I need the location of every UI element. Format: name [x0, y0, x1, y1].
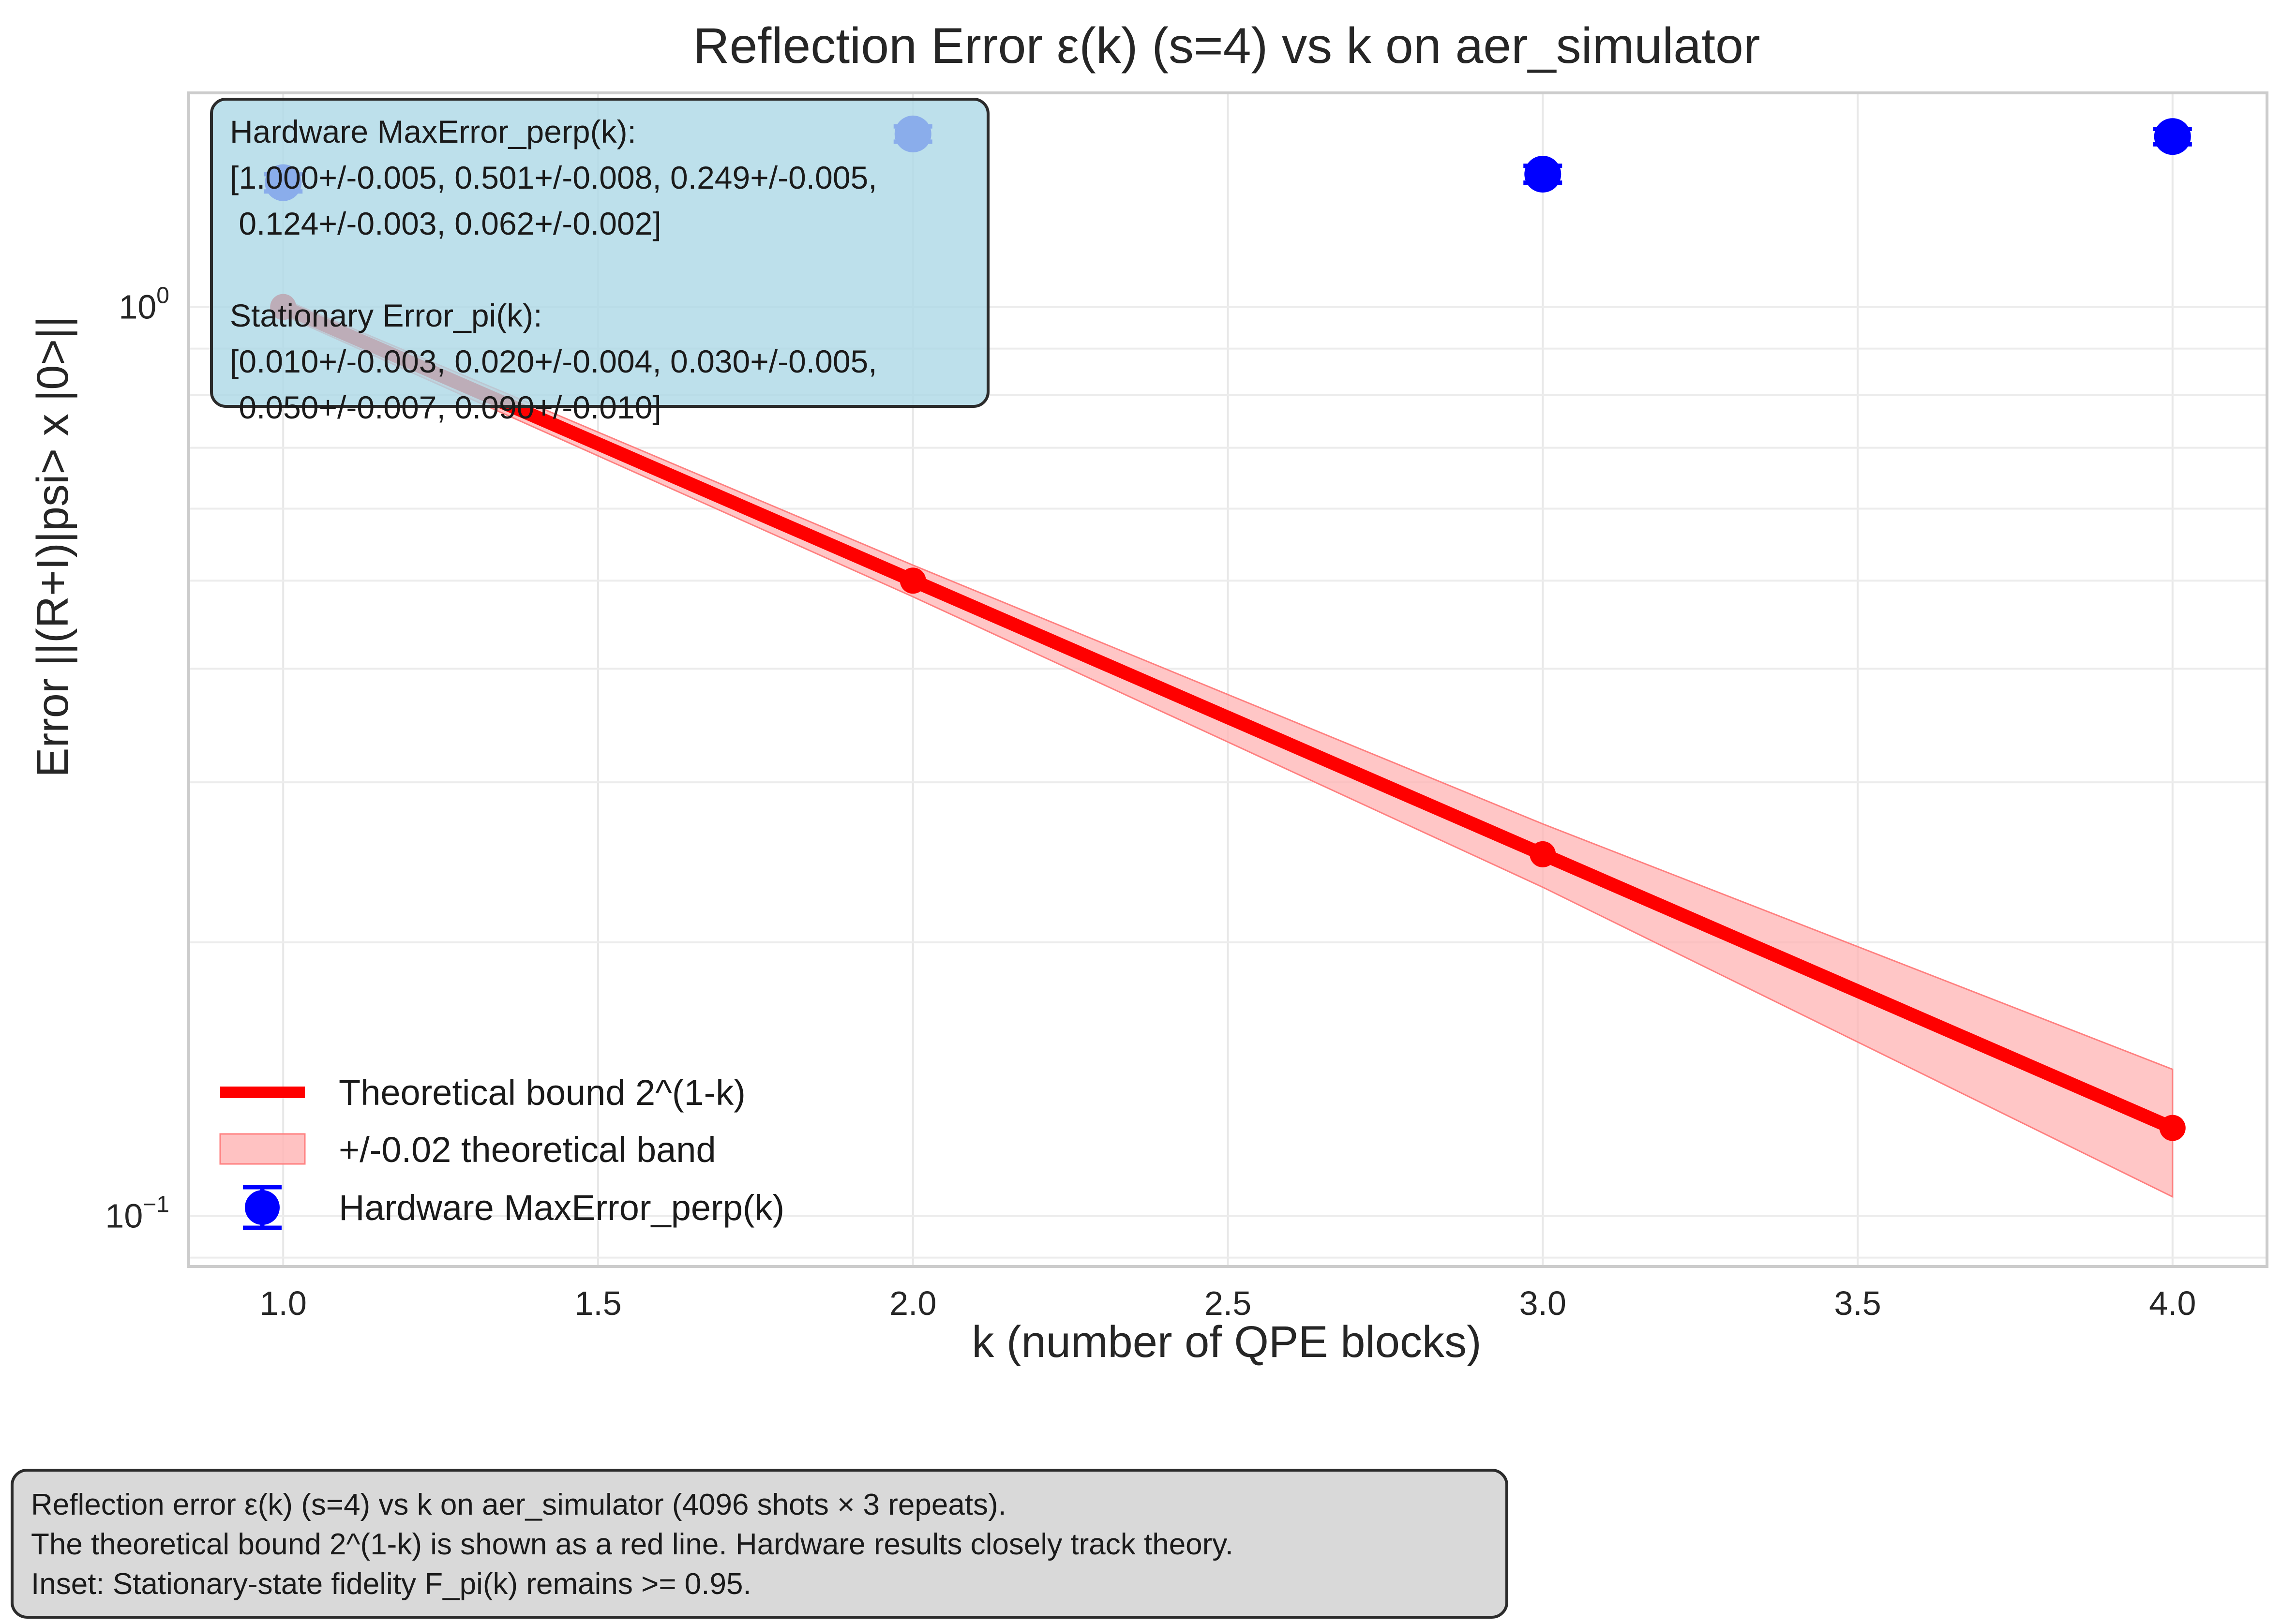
x-tick-label-5: 3.5: [1834, 1284, 1881, 1322]
theory-point-2: [900, 567, 926, 594]
caption-line-3: Inset: Stationary-state fidelity F_pi(k)…: [31, 1567, 751, 1601]
theory-band: [282, 298, 2174, 1198]
annotation-line-5: Stationary Error_pi(k):: [230, 298, 542, 333]
plot-frame: [187, 91, 2268, 1268]
legend-swatch-band: [219, 1133, 306, 1165]
annotation-line-1: Hardware MaxError_perp(k):: [230, 114, 636, 149]
theory-line: [280, 300, 2176, 1134]
x-tick-label-4: 3.0: [1519, 1284, 1566, 1322]
legend: Theoretical bound 2^(1-k) +/-0.02 theoret…: [219, 1073, 784, 1230]
caption-line-2: The theoretical bound 2^(1-k) is shown a…: [31, 1528, 1233, 1561]
x-axis-label: k (number of QPE blocks): [972, 1317, 1481, 1367]
annotation-line-6: [0.010+/-0.003, 0.020+/-0.004, 0.030+/-0…: [230, 343, 877, 379]
theory-point-4: [2159, 1115, 2186, 1141]
caption-line-1: Reflection error ε(k) (s=4) vs k on aer_…: [31, 1488, 1006, 1521]
annotation-line-7: 0.050+/-0.007, 0.090+/-0.010]: [230, 389, 661, 425]
x-tick-label-1: 1.5: [574, 1284, 621, 1322]
caption-box: Reflection error ε(k) (s=4) vs k on aer_…: [11, 1469, 1508, 1619]
hardware-point-3: [1524, 155, 1561, 193]
theory-point-3: [1530, 841, 1556, 867]
legend-swatch-marker: [245, 1190, 280, 1225]
legend-label-2: +/-0.02 theoretical band: [339, 1130, 716, 1170]
annotation-line-2: [1.000+/-0.005, 0.501+/-0.008, 0.249+/-0…: [230, 160, 877, 195]
annotation-box: [210, 98, 990, 408]
y-tick-label-1: 10−1: [105, 1192, 169, 1235]
annotation-line-3: 0.124+/-0.003, 0.062+/-0.002]: [230, 206, 661, 241]
y-axis-label: Error ||(R+I)|psi> x |0>||: [28, 316, 77, 777]
hardware-point-4: [2154, 118, 2191, 155]
x-tick-label-6: 4.0: [2149, 1284, 2196, 1322]
x-tick-label-3: 2.5: [1204, 1284, 1251, 1322]
y-tick-label-0: 100: [119, 283, 169, 326]
legend-label-3: Hardware MaxError_perp(k): [339, 1188, 784, 1228]
chart-title: Reflection Error ε(k) (s=4) vs k on aer_…: [693, 18, 1760, 74]
x-tick-label-0: 1.0: [260, 1284, 307, 1322]
legend-label-1: Theoretical bound 2^(1-k): [339, 1073, 746, 1113]
x-tick-label-2: 2.0: [889, 1284, 936, 1322]
